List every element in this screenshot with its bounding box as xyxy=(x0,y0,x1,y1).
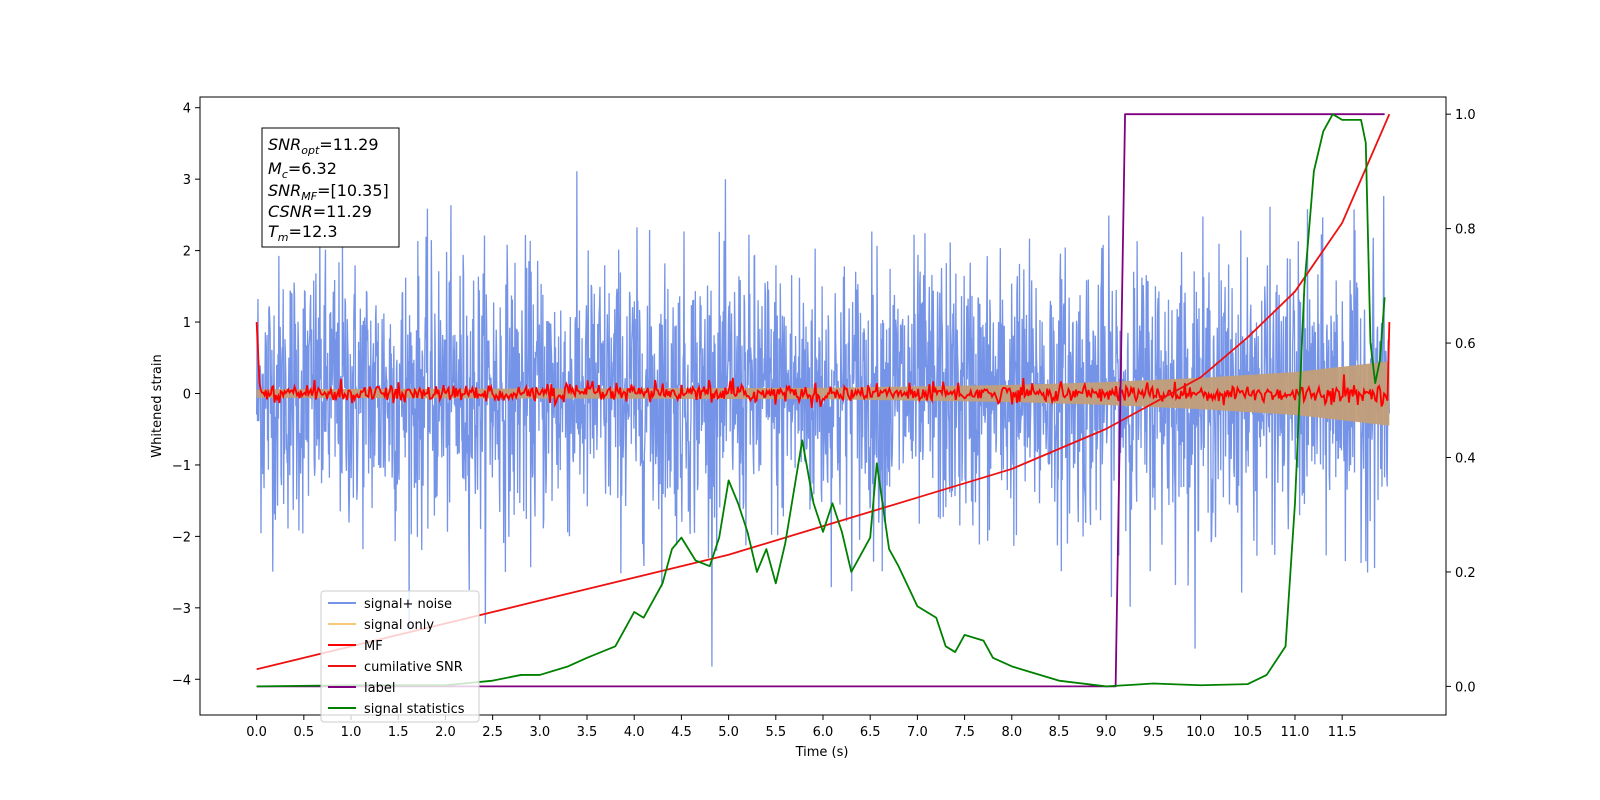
x-tick-label: 1.5 xyxy=(388,725,409,740)
annotation-snr-opt: SNRopt=11.29 xyxy=(268,135,379,157)
x-tick-label: 7.0 xyxy=(907,725,928,740)
legend-label-signal-statistics: signal statistics xyxy=(364,702,465,717)
x-tick-label: 6.5 xyxy=(860,725,881,740)
y-left-tick-label: −3 xyxy=(172,602,191,617)
legend-label-label: label xyxy=(364,681,395,696)
series-label xyxy=(256,113,1385,688)
annotation-snr-mf: SNRMF=[10.35] xyxy=(268,181,389,203)
annotation-mc: Mc=6.32 xyxy=(268,159,337,181)
x-tick-label: 0.5 xyxy=(293,725,314,740)
x-tick-label: 8.0 xyxy=(1001,725,1022,740)
x-tick-label: 11.5 xyxy=(1328,725,1357,740)
y-left-tick-label: 3 xyxy=(183,173,191,188)
x-tick-label: 6.0 xyxy=(813,725,834,740)
y-right-tick-label: 0.8 xyxy=(1455,223,1476,238)
x-tick-label: 1.0 xyxy=(341,725,362,740)
y-right-tick-label: 0.4 xyxy=(1455,452,1476,467)
x-axis: 0.0 0.5 1.0 1.5 2.0 2.5 3.0 3.5 4.0 4.5 5.0 5.5 6.0 6… xyxy=(246,715,1357,740)
legend-frame xyxy=(320,590,480,723)
x-tick-label: 9.5 xyxy=(1143,725,1164,740)
legend-label-signal-noise: signal+ noise xyxy=(364,597,452,612)
y-left-tick-label: −1 xyxy=(172,459,191,474)
annotation-frame xyxy=(261,127,400,248)
y-right-tick-label: 0.2 xyxy=(1455,566,1476,581)
series-signal-statistics xyxy=(256,113,1386,688)
series-mf xyxy=(255,322,1391,408)
y-axis-right: 1.0 0.8 0.6 0.4 0.2 0.0 xyxy=(1446,108,1476,695)
x-tick-label: 8.5 xyxy=(1049,725,1070,740)
x-tick-label: 3.0 xyxy=(529,725,550,740)
x-tick-label: 9.0 xyxy=(1096,725,1117,740)
x-tick-label: 7.5 xyxy=(954,725,975,740)
annotation-box: SNRopt=11.29 Mc=6.32 SNRMF=[10.35] CSNR=… xyxy=(261,127,400,248)
y-right-tick-label: 0.6 xyxy=(1455,337,1476,352)
series-signal-noise xyxy=(255,171,1391,667)
x-tick-label: 0.0 xyxy=(246,725,267,740)
x-axis-label: Time (s) xyxy=(795,745,849,760)
x-tick-label: 4.5 xyxy=(671,725,692,740)
legend-label-cumilative-snr: cumilative SNR xyxy=(364,660,463,675)
x-tick-label: 3.5 xyxy=(577,725,598,740)
y-left-tick-label: 4 xyxy=(183,102,191,117)
y-left-tick-label: 1 xyxy=(183,316,191,331)
y-axis-label: Whitened strain xyxy=(150,354,165,457)
annotation-csnr: CSNR=11.29 xyxy=(268,202,372,221)
y-right-tick-label: 1.0 xyxy=(1455,108,1476,123)
x-tick-label: 5.0 xyxy=(718,725,739,740)
legend-label-signal-only: signal only xyxy=(364,618,434,633)
series-signal-only xyxy=(256,361,1390,426)
legend: signal+ noise signal only MF cumilative … xyxy=(320,590,480,723)
y-left-tick-label: 0 xyxy=(183,387,191,402)
x-tick-label: 4.0 xyxy=(624,725,645,740)
annotation-tm: Tm=12.3 xyxy=(268,222,338,244)
y-left-tick-label: 2 xyxy=(183,245,191,260)
x-tick-label: 10.5 xyxy=(1233,725,1262,740)
y-left-tick-label: −2 xyxy=(172,530,191,545)
x-tick-label: 5.5 xyxy=(765,725,786,740)
x-tick-label: 10.0 xyxy=(1186,725,1215,740)
y-axis-left: 4 3 2 1 0 −1 −2 −3 −4 xyxy=(172,102,200,688)
x-tick-label: 2.0 xyxy=(435,725,456,740)
y-left-tick-label: −4 xyxy=(172,673,191,688)
x-tick-label: 2.5 xyxy=(482,725,503,740)
legend-label-mf: MF xyxy=(364,639,383,654)
x-tick-label: 11.0 xyxy=(1280,725,1309,740)
y-right-tick-label: 0.0 xyxy=(1455,680,1476,695)
